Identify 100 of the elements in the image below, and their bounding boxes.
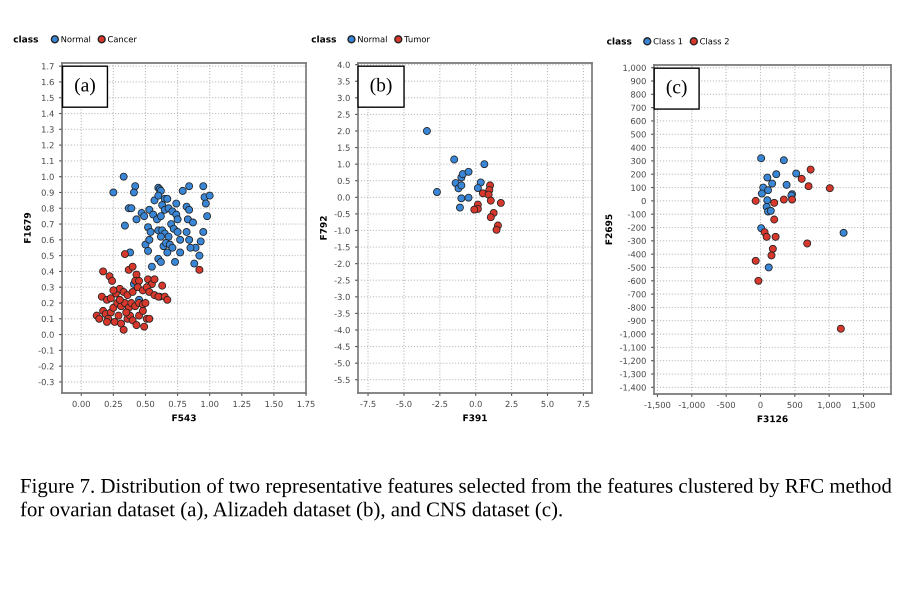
legend-title: class xyxy=(14,36,38,43)
point xyxy=(836,324,845,333)
y-tick-label: -3.5 xyxy=(334,310,350,317)
x-tick-label: 1.00 xyxy=(201,400,218,408)
y-tick-label: 1.6 xyxy=(42,78,54,86)
y-tick-label: 1.5 xyxy=(338,144,350,151)
point xyxy=(486,196,495,205)
y-tick-label: 0.2 xyxy=(42,300,54,306)
y-tick-label: -1,400 xyxy=(620,384,646,392)
point xyxy=(474,184,482,192)
legend-title: class xyxy=(312,36,336,43)
point xyxy=(806,166,815,174)
x-axis-title: F3126 xyxy=(758,415,788,422)
x-tick-label: 1.75 xyxy=(298,400,315,408)
y-tick-label: 300 xyxy=(631,158,646,164)
y-tick-label: 3.0 xyxy=(338,94,350,102)
y-axis-title: F2695 xyxy=(605,214,612,244)
x-tick-label: 0.75 xyxy=(168,400,186,408)
caption: Figure 7. Distribution of two representative features selected from the features clustered by RFC method for ovarian dataset (a), Alizadeh dataset (b), and CNS dataset (c). xyxy=(20,478,892,521)
legend-label: Normal xyxy=(358,36,387,42)
y-tick-label: -1,100 xyxy=(620,344,646,352)
y-tick-label: 3.5 xyxy=(338,78,350,85)
legend-label: Cancer xyxy=(108,36,137,42)
point xyxy=(804,182,813,190)
point xyxy=(456,204,464,212)
y-tick-label: 0.1 xyxy=(42,316,54,322)
y-tick-label: 1.4 xyxy=(42,110,54,117)
legend-label: Class 2 xyxy=(700,38,729,44)
y-tick-label: 2.5 xyxy=(338,111,350,118)
point xyxy=(840,228,848,237)
point xyxy=(450,156,458,164)
x-tick-label: 0.50 xyxy=(136,400,154,408)
point xyxy=(764,264,773,272)
y-tick-label: 1.2 xyxy=(42,142,54,148)
x-tick-label: 2.5 xyxy=(506,400,518,408)
y-tick-label: -100 xyxy=(628,211,646,218)
point xyxy=(798,174,806,183)
point xyxy=(780,196,788,204)
y-tick-label: 0.4 xyxy=(42,268,54,275)
y-tick-label: -1.5 xyxy=(334,244,350,250)
point xyxy=(792,170,800,178)
y-tick-label: -900 xyxy=(628,318,646,324)
point xyxy=(780,156,788,164)
legend-label: Class 1 xyxy=(654,38,682,44)
y-tick-label: 0 xyxy=(642,198,646,204)
x-tick-label: -1,000 xyxy=(678,402,705,409)
y-tick-label: -0.3 xyxy=(38,378,54,386)
point xyxy=(768,244,777,253)
point xyxy=(464,168,472,176)
point xyxy=(432,188,441,196)
y-tick-label: 100 xyxy=(631,184,646,191)
y-tick-label: -4.0 xyxy=(334,326,350,334)
y-tick-label: 1.7 xyxy=(42,63,54,70)
x-tick-label: 1.25 xyxy=(233,400,250,408)
point xyxy=(766,206,775,215)
point xyxy=(763,174,772,182)
x-tick-label: -2.5 xyxy=(432,400,448,408)
point xyxy=(770,216,778,224)
x-tick-label: -500 xyxy=(717,402,736,408)
point xyxy=(782,180,791,189)
y-tick-label: -2.0 xyxy=(334,260,350,267)
y-tick-label: 0.7 xyxy=(42,221,54,228)
point xyxy=(496,199,505,207)
y-tick-label: 1.1 xyxy=(42,158,54,164)
y-axis-title: F792 xyxy=(320,216,327,240)
legend-label: Tumor xyxy=(404,36,430,42)
y-tick-label: -600 xyxy=(628,278,646,284)
point xyxy=(762,232,771,241)
point xyxy=(803,240,812,248)
point xyxy=(492,226,500,234)
y-tick-label: 0.8 xyxy=(42,205,54,212)
y-tick-label: -3.0 xyxy=(334,294,350,300)
point xyxy=(457,194,466,202)
y-tick-label: -500 xyxy=(628,264,646,271)
x-tick-label: -5.0 xyxy=(396,400,412,408)
x-tick-label: 5.0 xyxy=(542,400,554,408)
x-tick-label: 1,500 xyxy=(852,402,875,409)
annotation: (c) xyxy=(666,80,687,98)
y-tick-label: -2.5 xyxy=(334,277,350,284)
y-axis-title: F1679 xyxy=(24,212,31,243)
y-tick-label: -1,000 xyxy=(620,331,646,338)
y-tick-label: 0.6 xyxy=(42,236,54,244)
y-tick-label: -5.5 xyxy=(334,376,350,384)
x-tick-label: -7.5 xyxy=(360,400,376,408)
point xyxy=(752,196,760,205)
y-tick-label: 800 xyxy=(631,91,646,98)
point xyxy=(457,181,466,190)
x-axis-title: F391 xyxy=(463,414,487,422)
y-tick-label: 700 xyxy=(631,104,646,111)
y-tick-label: 500 xyxy=(631,131,646,138)
point xyxy=(464,194,472,202)
x-tick-label: 1.50 xyxy=(266,400,283,408)
y-tick-label: -300 xyxy=(628,238,646,244)
x-tick-label: 500 xyxy=(788,402,802,408)
y-tick-label: -1.0 xyxy=(334,227,350,234)
point xyxy=(768,180,776,188)
y-tick-label: 0.5 xyxy=(338,178,350,184)
annotation: (b) xyxy=(370,78,392,96)
y-tick-label: 1.5 xyxy=(42,94,54,102)
x-axis-title: F543 xyxy=(172,414,196,422)
